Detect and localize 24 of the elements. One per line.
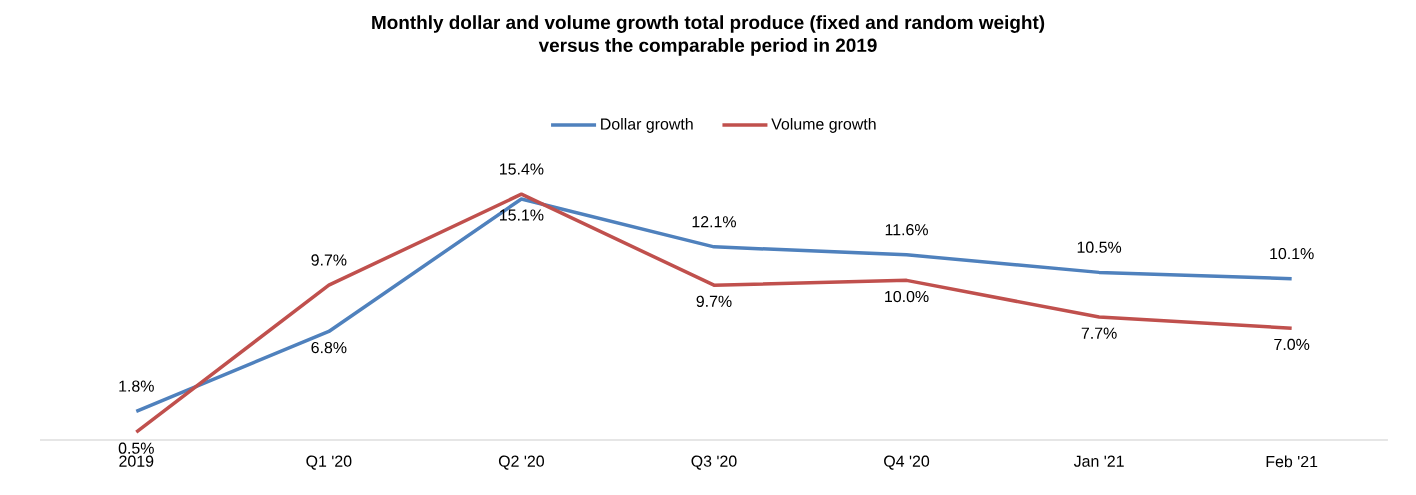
data-label: 6.8% bbox=[311, 341, 347, 354]
data-label: 15.1% bbox=[500, 209, 544, 221]
x-tick-label: Feb '21 bbox=[1266, 455, 1318, 468]
data-label: 15.4% bbox=[500, 163, 544, 175]
data-label: 9.7% bbox=[311, 254, 347, 266]
chart-title: Monthly dollar and volume growth total produce (fixed and random weight) versus the comparable period in 2019 bbox=[372, 15, 1045, 56]
data-label: 7.7% bbox=[1081, 327, 1117, 339]
data-label: 9.7% bbox=[696, 295, 732, 307]
data-label: 1.8% bbox=[119, 380, 154, 392]
data-label: 0.5% bbox=[118, 442, 154, 454]
x-tick-label: Q3 '20 bbox=[691, 455, 737, 470]
x-tick-label: Jan '21 bbox=[1073, 455, 1124, 467]
data-label: 10.5% bbox=[1077, 241, 1122, 253]
data-label: 7.0% bbox=[1274, 338, 1310, 351]
x-tick-label: Q2 '20 bbox=[498, 455, 544, 470]
legend-label: Dollar growth bbox=[601, 118, 693, 133]
x-tick-label: Q4 '20 bbox=[884, 455, 930, 470]
x-tick-label: Q1 '20 bbox=[306, 455, 352, 470]
data-label: 10.1% bbox=[1270, 247, 1314, 260]
x-tick-label: 2019 bbox=[119, 455, 154, 467]
data-label: 11.6% bbox=[885, 224, 928, 236]
legend-label: Volume growth bbox=[771, 118, 876, 133]
data-label: 10.0% bbox=[885, 290, 929, 303]
data-label: 12.1% bbox=[692, 216, 736, 228]
